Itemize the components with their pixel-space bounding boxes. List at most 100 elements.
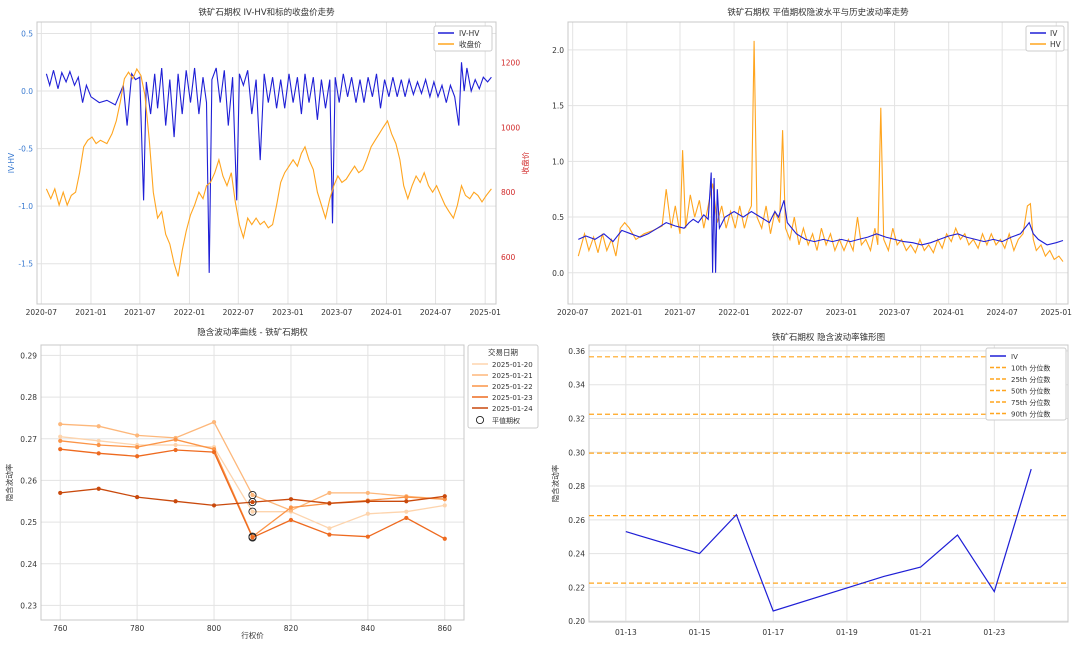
data-point xyxy=(211,447,217,452)
y-tick-label: 0.0 xyxy=(552,269,564,278)
x-tick-label: 2024-07 xyxy=(986,308,1018,317)
data-point xyxy=(404,509,409,514)
legend-atm-swatch xyxy=(475,415,485,425)
y-tick-label: -0.5 xyxy=(18,145,33,154)
series-line-1 xyxy=(45,67,492,277)
x-tick-label: 01-19 xyxy=(836,628,858,637)
data-point xyxy=(327,490,332,496)
data-point xyxy=(96,451,101,456)
y2-tick-label: 800 xyxy=(501,188,516,197)
x-tick-label: 800 xyxy=(207,624,222,633)
legend-label: HV xyxy=(1050,40,1062,49)
series-line-0 xyxy=(60,436,445,530)
data-point xyxy=(58,490,63,496)
data-point xyxy=(288,508,294,513)
y-tick-label: 0.30 xyxy=(568,448,585,457)
y-tick-label: 0.29 xyxy=(20,351,37,360)
y-tick-label: -1.5 xyxy=(18,260,33,269)
data-point xyxy=(211,449,217,455)
x-tick-label: 01-13 xyxy=(615,628,637,637)
y-axis-label: IV-HV xyxy=(7,152,16,173)
data-point xyxy=(250,499,255,505)
y2-tick-label: 1000 xyxy=(501,123,520,132)
y-tick-label: 0.24 xyxy=(20,560,37,569)
legend-label: 75th 分位数 xyxy=(1011,398,1050,407)
data-point xyxy=(288,505,294,510)
x-tick-label: 01-15 xyxy=(689,628,711,637)
data-point xyxy=(58,422,63,427)
x-tick-label: 2022-07 xyxy=(223,308,255,317)
x-tick-label: 2023-01 xyxy=(272,308,304,317)
legend-label: 25th 分位数 xyxy=(1011,375,1050,384)
y-tick-label: 0.34 xyxy=(568,381,585,390)
x-tick-label: 2022-01 xyxy=(174,308,206,317)
y-tick-label: 0.28 xyxy=(568,482,585,491)
data-point xyxy=(96,438,101,443)
y-tick-label: 0.26 xyxy=(20,476,37,485)
x-axis-label: 行权价 xyxy=(241,630,264,640)
data-point xyxy=(58,447,63,452)
legend-label: 90th 分位数 xyxy=(1011,410,1050,419)
data-point xyxy=(442,497,447,502)
data-point xyxy=(173,499,178,504)
y-tick-label: 0.32 xyxy=(568,414,585,423)
legend-label: 2025-01-24 xyxy=(492,405,533,413)
chart-iv-hv-close: 2020-07 2021-01 2021-07 2022-01 2022-07 2023-… xyxy=(7,7,530,317)
x-tick-label: 2021-01 xyxy=(611,308,643,317)
data-point xyxy=(365,511,370,516)
data-point xyxy=(288,497,294,502)
data-point xyxy=(442,503,447,508)
y2-axis-label: 收盘价 xyxy=(520,151,530,174)
y-tick-label: 0.36 xyxy=(568,347,585,356)
x-tick-label: 01-23 xyxy=(983,628,1005,637)
x-tick-label: 820 xyxy=(284,624,299,633)
legend-box xyxy=(985,347,1067,421)
data-point xyxy=(135,444,140,450)
plot-frame xyxy=(567,21,1069,305)
y-tick-label: 1.5 xyxy=(552,102,564,111)
data-point xyxy=(211,419,217,425)
data-point xyxy=(327,501,332,506)
chart-iv-smile: 760 780 800 820 840 860 0.23 0.24 0.25 0.26 0.27 0.… xyxy=(4,327,539,640)
x-tick-label: 760 xyxy=(53,624,68,633)
y-tick-label: 0.5 xyxy=(552,213,564,222)
y2-tick-label: 600 xyxy=(501,253,516,262)
x-tick-label: 780 xyxy=(130,624,145,633)
y-tick-label: 0.23 xyxy=(20,601,37,610)
chart-iv-cone: 01-13 01-15 01-17 01-19 01-21 01-23 0.20 0.22 0.… xyxy=(550,332,1069,637)
plot-frame xyxy=(588,344,1069,623)
x-tick-label: 2021-07 xyxy=(664,308,696,317)
y-tick-label: 0.28 xyxy=(20,393,37,402)
y-tick-label: 0.27 xyxy=(20,435,37,444)
series-line-0 xyxy=(578,172,1064,273)
x-tick-label: 01-21 xyxy=(910,628,932,637)
plot-frame xyxy=(40,344,465,621)
chart-title: 铁矿石期权 IV-HV和标的收盘价走势 xyxy=(198,7,335,18)
x-tick-label: 01-17 xyxy=(762,628,784,637)
x-tick-label: 2025-01 xyxy=(470,308,502,317)
data-point xyxy=(404,515,409,521)
x-tick-label: 2024-01 xyxy=(371,308,403,317)
y-tick-label: -1.0 xyxy=(18,202,33,211)
x-tick-label: 2023-01 xyxy=(826,308,858,317)
y-tick-label: 1.0 xyxy=(552,157,564,166)
data-point xyxy=(365,499,370,504)
legend-label: 2025-01-23 xyxy=(492,394,533,402)
y-tick-label: 0.5 xyxy=(21,30,33,39)
plot-frame xyxy=(36,21,497,305)
legend-label: 平值期权 xyxy=(492,416,520,425)
chart-atm-iv-hv: 2020-07 2021-01 2021-07 2022-01 2022-07 2023-… xyxy=(552,7,1072,317)
data-point xyxy=(404,494,409,500)
data-point xyxy=(96,486,101,491)
x-tick-label: 2024-01 xyxy=(933,308,965,317)
legend-label: 2025-01-21 xyxy=(492,372,533,380)
data-point xyxy=(135,454,140,459)
data-point xyxy=(250,509,255,514)
y-tick-label: 0.24 xyxy=(568,550,585,559)
x-tick-label: 840 xyxy=(361,624,376,633)
legend: IV HV xyxy=(1025,25,1065,52)
data-point xyxy=(58,434,63,439)
x-tick-label: 2024-07 xyxy=(420,308,452,317)
data-point xyxy=(442,536,447,541)
